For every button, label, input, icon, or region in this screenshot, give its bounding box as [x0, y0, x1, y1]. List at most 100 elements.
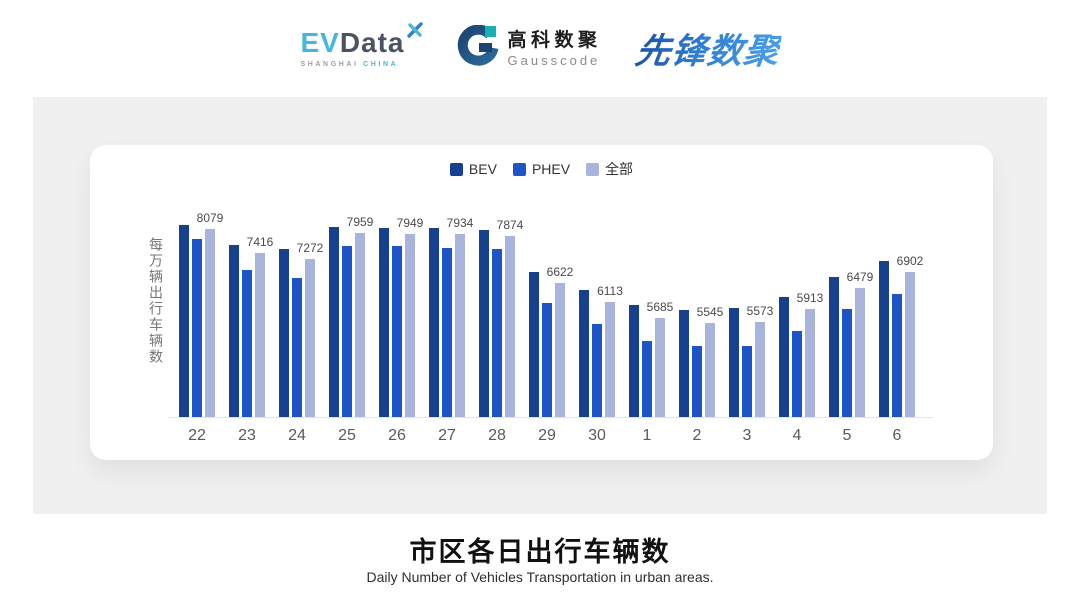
- page-title: 市区各日出行车辆数: [409, 537, 671, 567]
- bar-group: 6479: [829, 271, 873, 417]
- bar-group: 6113: [579, 285, 623, 417]
- bar-phev[interactable]: [242, 270, 252, 417]
- bar-phev[interactable]: [742, 346, 752, 417]
- bar-phev[interactable]: [442, 248, 452, 417]
- data-label: 6622: [546, 265, 574, 279]
- bar-group: 7934: [429, 217, 473, 417]
- chart-card: BEV PHEV 全部 每万辆出行车辆数 8079 7416 7272 7959 794…: [90, 145, 993, 460]
- plot-area: 8079 7416 7272 7959 7949 7934 7874 6622 6113 5685…: [168, 212, 933, 418]
- bar-all[interactable]: [255, 253, 265, 417]
- bar-phev[interactable]: [642, 341, 652, 417]
- bar-all[interactable]: [205, 229, 215, 417]
- bar-all[interactable]: [855, 288, 865, 417]
- x-tick-label: 27: [438, 427, 456, 444]
- bar-phev[interactable]: [892, 294, 902, 417]
- x-axis-ticks: 22 23 24 25 26 27 28 29 30 1 2 3 4 5 6: [168, 426, 933, 446]
- evdata-cross-icon: [406, 21, 424, 43]
- bar-bev[interactable]: [879, 261, 889, 417]
- bar-phev[interactable]: [792, 331, 802, 417]
- x-tick-label: 26: [388, 427, 406, 444]
- bar-group: 7416: [229, 236, 273, 417]
- bar-phev[interactable]: [542, 303, 552, 417]
- data-label: 7949: [396, 216, 424, 230]
- page-subtitle: Daily Number of Vehicles Transportation …: [366, 569, 714, 585]
- bar-bev[interactable]: [179, 225, 189, 417]
- bar-bev[interactable]: [479, 230, 489, 417]
- gausscode-cn-text: 高科数聚: [507, 29, 602, 51]
- bar-bev[interactable]: [429, 228, 439, 417]
- x-tick-label: 2: [692, 427, 702, 444]
- bar-phev[interactable]: [592, 324, 602, 417]
- bar-bev[interactable]: [729, 308, 739, 417]
- x-tick-label: 30: [588, 427, 606, 444]
- bar-bev[interactable]: [279, 249, 289, 417]
- evdata-data-text: Data: [339, 27, 405, 58]
- data-label: 6902: [896, 254, 924, 268]
- bar-group: 5545: [679, 306, 723, 417]
- evdata-tagline-shanghai: SHANGHAI: [300, 61, 359, 68]
- bar-all[interactable]: [705, 323, 715, 417]
- legend-item-phev[interactable]: PHEV: [512, 161, 571, 177]
- bar-bev[interactable]: [329, 227, 339, 417]
- header: EV Data SHANGHAI CHINA: [0, 0, 1080, 97]
- x-tick-label: 4: [792, 427, 802, 444]
- bar-all[interactable]: [905, 272, 915, 417]
- data-label: 5685: [646, 300, 674, 314]
- x-tick-label: 24: [288, 427, 306, 444]
- bar-group: 7959: [329, 216, 373, 417]
- x-tick-label: 5: [842, 427, 852, 444]
- data-label: 7959: [346, 215, 374, 229]
- legend-item-bev[interactable]: BEV: [449, 161, 497, 177]
- bar-all[interactable]: [455, 234, 465, 417]
- bar-group: 7272: [279, 242, 323, 417]
- bar-phev[interactable]: [292, 278, 302, 417]
- bar-bev[interactable]: [629, 305, 639, 417]
- gausscode-wordmark: 高科数聚 Gausscode: [508, 31, 602, 67]
- bar-group: 7874: [479, 219, 523, 417]
- legend-swatch-all: [586, 162, 600, 176]
- x-tick-label: 28: [488, 427, 506, 444]
- x-tick-label: 3: [742, 427, 752, 444]
- x-tick-label: 22: [188, 427, 206, 444]
- bar-phev[interactable]: [342, 246, 352, 417]
- bar-bev[interactable]: [679, 310, 689, 417]
- data-label: 6113: [597, 284, 623, 298]
- bar-all[interactable]: [755, 322, 765, 417]
- bar-bev[interactable]: [829, 277, 839, 417]
- bar-phev[interactable]: [192, 239, 202, 417]
- evdata-tagline-china: CHINA: [363, 61, 399, 68]
- legend-label-phev: PHEV: [531, 161, 571, 177]
- bar-group: 5913: [779, 292, 823, 417]
- evdata-logo: EV Data SHANGHAI CHINA: [300, 22, 423, 68]
- gausscode-en-text: Gausscode: [507, 52, 601, 68]
- bar-group: 7949: [379, 217, 423, 417]
- bar-bev[interactable]: [379, 228, 389, 417]
- bar-all[interactable]: [305, 259, 315, 417]
- bar-phev[interactable]: [692, 346, 702, 417]
- data-label: 6479: [846, 270, 874, 284]
- bar-bev[interactable]: [229, 245, 239, 417]
- x-tick-label: 1: [642, 427, 652, 444]
- bar-all[interactable]: [355, 233, 365, 417]
- legend-swatch-bev: [449, 162, 463, 176]
- bar-phev[interactable]: [392, 246, 402, 417]
- bar-group: 6902: [879, 255, 923, 417]
- x-tick-label: 23: [238, 427, 256, 444]
- bar-all[interactable]: [605, 302, 615, 417]
- data-label: 5573: [746, 304, 774, 318]
- legend-item-all[interactable]: 全部: [586, 159, 633, 179]
- bar-bev[interactable]: [529, 272, 539, 417]
- bar-bev[interactable]: [779, 297, 789, 417]
- bar-bev[interactable]: [579, 290, 589, 417]
- bar-phev[interactable]: [492, 249, 502, 417]
- bar-phev[interactable]: [842, 309, 852, 417]
- data-label: 5913: [796, 291, 824, 305]
- x-tick-label: 25: [338, 427, 356, 444]
- bar-all[interactable]: [505, 236, 515, 417]
- bar-group: 8079: [179, 212, 223, 417]
- bar-all[interactable]: [655, 318, 665, 417]
- bar-all[interactable]: [555, 283, 565, 417]
- bar-all[interactable]: [405, 234, 415, 417]
- data-label: 5545: [696, 305, 724, 319]
- bar-all[interactable]: [805, 309, 815, 417]
